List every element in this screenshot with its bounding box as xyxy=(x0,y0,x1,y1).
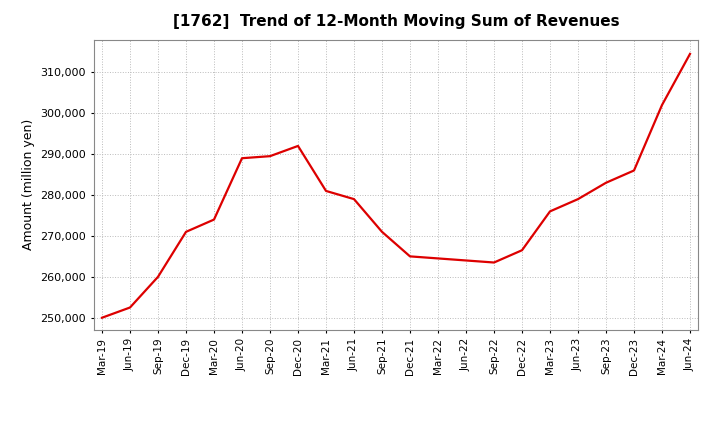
Title: [1762]  Trend of 12-Month Moving Sum of Revenues: [1762] Trend of 12-Month Moving Sum of R… xyxy=(173,14,619,29)
Y-axis label: Amount (million yen): Amount (million yen) xyxy=(22,119,35,250)
